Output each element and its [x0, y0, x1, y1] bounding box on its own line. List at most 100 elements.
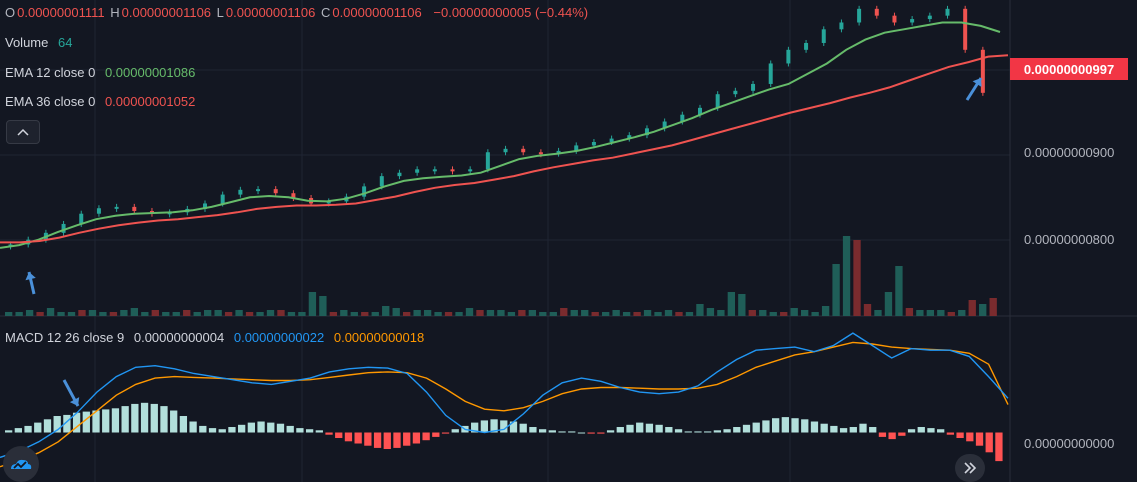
volume-bar — [130, 308, 139, 316]
macd-histogram-bar — [509, 421, 518, 433]
candle — [574, 145, 579, 151]
volume-value: 64 — [58, 35, 73, 50]
tradingview-logo-icon[interactable] — [3, 446, 39, 482]
macd-line-value: 0.00000000022 — [233, 330, 325, 345]
volume-bar — [706, 308, 715, 316]
ema12-legend[interactable]: EMA 12 close 0 0.00000001086 — [5, 65, 197, 80]
macd-histogram-bar — [645, 423, 654, 433]
macd-histogram-bar — [43, 419, 52, 433]
macd-histogram-bar — [723, 429, 731, 433]
candle — [821, 29, 826, 43]
volume-bar — [329, 312, 338, 316]
double-chevron-right-icon — [964, 462, 977, 474]
candle — [450, 169, 455, 172]
volume-bar — [287, 312, 296, 316]
volume-bar — [696, 304, 704, 316]
macd-histogram-bar — [267, 422, 275, 433]
scroll-to-realtime-button[interactable] — [955, 454, 985, 482]
ema12-value: 0.00000001086 — [104, 65, 196, 80]
macd-histogram-bar — [917, 427, 925, 433]
last-price-label: 0.00000000997 — [1010, 58, 1128, 80]
volume-bar — [664, 310, 673, 316]
volume-bar — [947, 312, 955, 316]
macd-histogram-bar — [839, 428, 848, 433]
macd-histogram-bar — [228, 427, 236, 433]
macd-histogram-bar — [597, 432, 605, 434]
ohlc-value-close: 0.00000001106 — [332, 5, 422, 20]
macd-histogram-bar — [63, 414, 71, 433]
volume-bar — [5, 312, 13, 316]
macd-histogram-bar — [946, 432, 955, 435]
volume-bar — [528, 310, 537, 316]
macd-histogram-bar — [364, 432, 372, 446]
macd-histogram-bar — [199, 425, 207, 433]
volume-bar — [738, 294, 746, 316]
candle — [96, 208, 101, 214]
macd-histogram-bar — [907, 429, 916, 433]
price-axis-label: 0.00000000900 — [1024, 145, 1115, 160]
ohlc-key-open: O — [5, 5, 16, 20]
volume-bar — [382, 306, 390, 316]
volume-bar — [235, 310, 243, 316]
macd-histogram-bar — [208, 428, 217, 433]
volume-bar — [36, 312, 44, 316]
volume-bar — [895, 266, 903, 316]
macd-histogram-bar — [801, 419, 809, 433]
macd-histogram-bar — [247, 422, 255, 433]
volume-bar — [88, 310, 97, 316]
volume-bar — [958, 310, 966, 316]
ohlc-legend: O 0.00000001111 H 0.00000001106 L 0.0000000… — [5, 5, 590, 20]
volume-bar — [423, 310, 432, 316]
macd-histogram-bar — [791, 418, 799, 433]
candle — [786, 49, 791, 64]
candle — [715, 94, 720, 108]
macd-histogram-bar — [72, 412, 81, 433]
volume-bar — [476, 310, 484, 316]
macd-histogram-bar — [704, 431, 712, 433]
macd-histogram-bar — [286, 425, 294, 433]
volume-bar — [937, 310, 945, 316]
ohlc-key-low: L — [216, 5, 224, 20]
macd-histogram-bar — [441, 432, 450, 434]
macd-histogram-bar — [898, 432, 906, 436]
ohlc-key-close: C — [320, 5, 331, 20]
price-axis-label: 0.00000000800 — [1024, 232, 1115, 247]
volume-bar — [46, 308, 55, 316]
volume-bar — [392, 308, 400, 316]
volume-bar — [790, 308, 798, 316]
macd-histogram-bar — [665, 427, 673, 433]
candle — [468, 169, 473, 172]
candle — [556, 150, 561, 154]
ema36-legend[interactable]: EMA 36 close 0 0.00000001052 — [5, 94, 197, 109]
volume-bar — [204, 310, 212, 316]
volume-bar — [769, 312, 777, 316]
volume-bar — [916, 310, 924, 316]
ohlc-key-high: H — [110, 5, 120, 20]
volume-bar — [151, 310, 159, 316]
volume-bar — [853, 240, 861, 316]
macd-histogram-bar — [956, 432, 964, 439]
volume-bar — [266, 310, 275, 316]
macd-histogram-bar — [373, 432, 382, 448]
macd-legend[interactable]: MACD 12 26 close 9 0.00000000004 0.00000… — [5, 330, 426, 345]
macd-histogram-bar — [771, 418, 780, 433]
macd-histogram-bar — [238, 424, 246, 433]
collapse-legend-button[interactable] — [6, 120, 40, 144]
macd-label: MACD 12 26 close 9 — [5, 330, 125, 345]
candle — [132, 206, 137, 211]
volume-bar — [413, 310, 421, 316]
volume-bar — [926, 310, 935, 316]
macd-histogram-bar — [412, 432, 421, 444]
macd-histogram-bar — [140, 402, 149, 433]
candle — [680, 114, 685, 122]
macd-line — [0, 332, 1009, 459]
volume-bar — [863, 304, 872, 316]
volume-bar — [612, 310, 620, 316]
macd-histogram-bar — [742, 424, 751, 433]
ema12-line — [0, 21, 1001, 249]
volume-bar — [455, 312, 463, 316]
volume-legend[interactable]: Volume 64 — [5, 35, 74, 50]
ema36-label: EMA 36 close 0 — [5, 94, 96, 109]
